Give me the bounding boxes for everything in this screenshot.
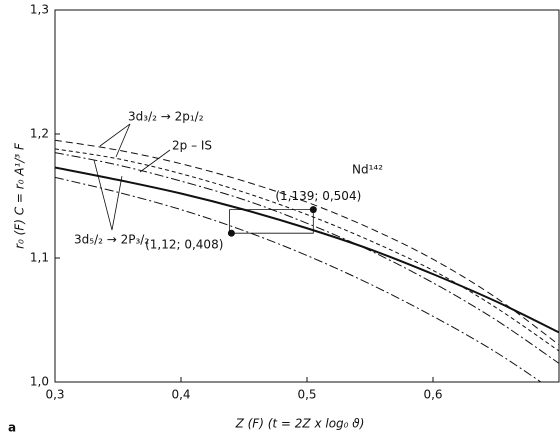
panel-label: a: [8, 421, 16, 435]
x-tick-label: 0,6: [423, 388, 442, 402]
point: [309, 206, 317, 214]
curve: [55, 148, 559, 352]
x-tick-label: 0,5: [297, 388, 316, 402]
y-axis-label: r₀ (F) C = r₀ A¹/³ F: [13, 142, 27, 249]
x-axis-label: Z (F) (t = 2Z x log₀ ϑ): [235, 417, 365, 431]
curve: [55, 176, 542, 382]
bracket: [229, 209, 314, 234]
point: [227, 229, 235, 237]
y-tick-label: 1,1: [30, 251, 49, 265]
y-tick-label: 1,3: [30, 3, 49, 17]
annotation: 3d₅/₂ → 2P₃/₂: [74, 233, 149, 247]
x-tick-label: 0,4: [171, 388, 190, 402]
curves: [55, 139, 559, 382]
point-label: (1,12; 0,408): [145, 238, 223, 252]
point-label: (1,139; 0,504): [275, 189, 361, 203]
x-tick-label: 0,3: [45, 388, 64, 402]
annotation: Nd¹⁴²: [352, 163, 383, 177]
y-tick-label: 1,0: [30, 375, 49, 389]
annotation: 3d₃/₂ → 2p₁/₂: [128, 110, 204, 124]
curve: [55, 166, 559, 334]
annotation: 2p – IS: [172, 139, 212, 153]
y-tick-label: 1,2: [30, 127, 49, 141]
curve: [55, 139, 559, 346]
curve: [55, 152, 559, 364]
leader-lines: [93, 123, 171, 231]
